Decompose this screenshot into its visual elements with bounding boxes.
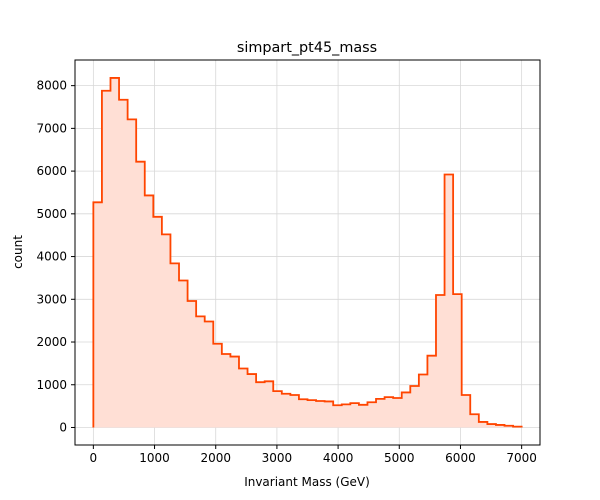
y-tick-label: 0 [59, 420, 67, 434]
histogram-bin [393, 398, 402, 427]
histogram-bin [436, 295, 445, 427]
histogram-bin [367, 402, 376, 427]
histogram-bin [196, 316, 205, 427]
histogram-bin [453, 294, 462, 427]
x-tick-label: 4000 [323, 451, 354, 465]
histogram-bin [376, 399, 385, 428]
y-tick-label: 6000 [36, 164, 67, 178]
y-tick-label: 3000 [36, 292, 67, 306]
y-tick-label: 2000 [36, 335, 67, 349]
histogram-bin [248, 374, 257, 427]
histogram-bin [427, 356, 436, 428]
histogram-bin [188, 301, 197, 427]
histogram-bin [419, 374, 428, 427]
histogram-bin [496, 425, 505, 428]
histogram-bin [513, 427, 522, 428]
histogram-bin [170, 263, 179, 427]
x-tick-label: 2000 [200, 451, 231, 465]
histogram-bin [299, 399, 308, 427]
histogram-bin [222, 354, 231, 427]
histogram-bin [325, 401, 334, 427]
histogram-bin [487, 424, 496, 427]
histogram-bin [462, 395, 471, 427]
histogram-bin [316, 401, 325, 427]
histogram-bin [282, 394, 291, 428]
x-tick-label: 1000 [139, 451, 170, 465]
histogram-bin [359, 405, 368, 428]
histogram-bin [402, 392, 411, 427]
x-tick-label: 6000 [445, 451, 476, 465]
histogram-bin [256, 382, 265, 427]
histogram-bin [145, 195, 154, 427]
histogram-step-line [92, 77, 523, 428]
histogram-bin [445, 175, 454, 428]
histogram-bin [308, 400, 317, 427]
histogram-bin [290, 395, 299, 427]
y-tick-label: 5000 [36, 207, 67, 221]
histogram-bin [385, 397, 394, 427]
histogram-bin [333, 405, 342, 427]
histogram-bins [93, 78, 521, 428]
histogram-bin [102, 91, 111, 428]
histogram-bin [213, 344, 222, 428]
histogram-bin [153, 217, 162, 428]
histogram-bin [265, 381, 274, 427]
histogram-bin [179, 280, 188, 427]
x-tick-label: 3000 [262, 451, 293, 465]
histogram-bin [136, 162, 145, 428]
histogram-bin [93, 202, 102, 427]
histogram-fill-area [93, 77, 522, 428]
plot-frame [74, 59, 541, 446]
y-tick-label: 4000 [36, 250, 67, 264]
histogram-bin [350, 403, 359, 427]
histogram-bin [205, 322, 214, 428]
x-tick-label: 5000 [384, 451, 415, 465]
y-axis-ticks: 0 1000 2000 3000 4000 5000 6000 7000 8000 [36, 79, 75, 434]
y-axis-label: count [11, 235, 25, 269]
y-tick-label: 7000 [36, 121, 67, 135]
x-tick-label: 7000 [506, 451, 537, 465]
histogram-bin [110, 78, 119, 428]
x-tick-label: 0 [90, 451, 98, 465]
histogram-bin [128, 119, 137, 427]
x-axis-ticks: 0 1000 2000 3000 4000 5000 6000 7000 [90, 445, 537, 465]
histogram-bin [470, 414, 479, 427]
histogram-bin [273, 391, 282, 427]
histogram-bin [479, 422, 488, 428]
y-tick-label: 8000 [36, 79, 67, 93]
histogram-bin [162, 234, 171, 427]
histogram-bin [239, 369, 248, 428]
chart-title: simpart_pt45_mass [237, 40, 377, 56]
y-tick-label: 1000 [36, 378, 67, 392]
histogram-bin [342, 404, 351, 427]
histogram-bin [410, 386, 419, 427]
histogram-bin [230, 357, 239, 428]
histogram-bin [505, 426, 514, 428]
histogram-bin [119, 100, 128, 428]
x-axis-label: Invariant Mass (GeV) [244, 475, 370, 489]
